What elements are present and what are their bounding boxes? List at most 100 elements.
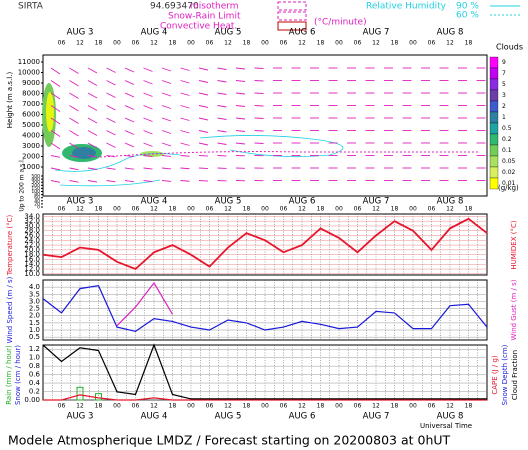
wind-arrow — [217, 67, 227, 70]
y-tick-label: 10.0 — [24, 270, 40, 278]
footer: Modele Atmospherique LMDZ / Forecast sta… — [8, 433, 451, 448]
colorbar-title: Clouds — [496, 43, 523, 52]
y-tick-label: 28.0 — [24, 227, 40, 235]
day-label: AUG 4 — [141, 197, 168, 207]
hour-label: 18 — [95, 206, 103, 213]
hour-label: 00 — [409, 206, 417, 213]
wind-arrow — [254, 105, 264, 107]
wind-arrow — [69, 155, 79, 158]
rh-level: 60 % — [456, 11, 479, 21]
wind-arrow — [198, 142, 209, 146]
wind-arrow — [87, 67, 98, 74]
hour-label: 12 — [150, 403, 158, 410]
hour-label: 18 — [391, 206, 399, 213]
y-tick-label: 500 — [31, 174, 40, 180]
y-tick-label: 34.0 — [24, 212, 40, 220]
y-tick-label: 4.0 — [29, 283, 40, 291]
hour-label: 00 — [187, 403, 195, 410]
hour-label: 06 — [428, 403, 436, 410]
wind-arrow — [50, 117, 61, 125]
hour-label: 06 — [132, 403, 140, 410]
wind-arrow — [50, 105, 61, 112]
wind-arrow — [87, 155, 98, 158]
wind-arrow — [50, 80, 61, 87]
y-tick-label: 300 — [31, 180, 40, 186]
wind-arrow — [180, 67, 190, 71]
wind-arrow — [180, 180, 190, 182]
colorbar-label: 0.2 — [502, 136, 512, 143]
series-line — [42, 285, 488, 333]
day-label: AUG 3 — [67, 28, 94, 38]
y-tick-label: 0.00 — [24, 396, 40, 404]
wind-arrow — [161, 105, 172, 109]
y-tick-label: 2.0 — [29, 312, 40, 320]
wind-arrow — [180, 92, 190, 96]
wind-arrow — [254, 117, 264, 119]
day-label: AUG 7 — [363, 197, 390, 207]
wind-arrow — [87, 180, 98, 183]
hour-label: 00 — [335, 40, 343, 47]
hour-label: 00 — [113, 206, 121, 213]
day-label: AUG 8 — [437, 197, 464, 207]
day-label: AUG 6 — [289, 197, 316, 207]
hour-label: 00 — [113, 403, 121, 410]
wind-arrow — [124, 92, 135, 98]
hour-label: 06 — [58, 403, 66, 410]
hour-label: 06 — [58, 40, 66, 47]
wind-arrow — [50, 180, 61, 183]
wind-arrow — [235, 142, 246, 145]
wind-arrow — [87, 130, 98, 136]
y-tick-label: 1.5 — [29, 319, 40, 327]
y-tick-label: 60 — [34, 195, 40, 201]
wind-arrow — [106, 80, 116, 86]
y-tick-label: 80 — [34, 192, 40, 198]
wind-arrow — [87, 117, 98, 124]
hour-label: 00 — [261, 403, 269, 410]
day-label: AUG 8 — [437, 412, 464, 422]
wind-arrow — [254, 92, 264, 94]
cloud-panel — [42, 54, 488, 197]
hour-label: 18 — [169, 206, 177, 213]
wind-arrow — [254, 130, 264, 132]
hour-label: 12 — [224, 206, 232, 213]
wind-arrow — [161, 92, 172, 97]
y-tick-label: 10000 — [18, 69, 40, 77]
hour-label: 12 — [224, 403, 232, 410]
axis-label: CAPE (J / g) — [491, 355, 499, 395]
axis-label: Snow Depth (cm) — [501, 344, 509, 405]
wind-arrow — [143, 117, 153, 122]
hour-label: 06 — [280, 403, 288, 410]
day-label: AUG 3 — [67, 197, 94, 207]
wind-arrow — [143, 92, 153, 97]
wind-arrow — [50, 92, 61, 100]
colorbar-cell — [489, 166, 499, 179]
hour-label: 18 — [95, 403, 103, 410]
hour-label: 18 — [243, 206, 251, 213]
convective-legend: Convective Heat. — [160, 22, 237, 32]
wind-arrow — [180, 117, 190, 121]
wind-arrow — [198, 67, 209, 71]
wind-arrow — [143, 105, 153, 110]
station: SIRTA — [18, 2, 44, 12]
hour-label: 00 — [409, 403, 417, 410]
hour-label: 06 — [206, 403, 214, 410]
y-tick-label: 20.0 — [24, 246, 40, 254]
wind-arrow — [124, 130, 135, 135]
day-label: AUG 7 — [363, 412, 390, 422]
hour-label: 12 — [298, 403, 306, 410]
y-tick-label: 3.0 — [29, 297, 40, 305]
hour-label: 00 — [335, 206, 343, 213]
wind-arrow — [198, 105, 209, 108]
axis-label: Wind Gust (m / s) — [510, 279, 518, 340]
hour-label: 12 — [224, 40, 232, 47]
hour-label: 18 — [169, 40, 177, 47]
wind-arrow — [69, 167, 79, 171]
hour-label: 12 — [76, 206, 84, 213]
wind-arrow — [87, 92, 98, 99]
hour-label: 18 — [465, 206, 473, 213]
y-tick-label: 14.0 — [24, 260, 40, 268]
y-tick-label: 7000 — [22, 100, 40, 108]
y-tick-label: 0.2 — [29, 388, 40, 396]
hour-label: 12 — [446, 206, 454, 213]
y-tick-label: 3.5 — [29, 290, 40, 298]
